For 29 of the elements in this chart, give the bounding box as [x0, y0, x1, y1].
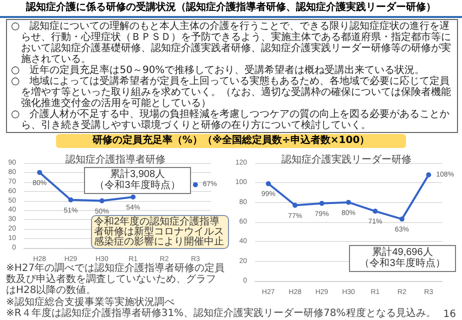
text: ○ 近年の定員充足率は50～90%で推移しており、受講希望者は概ね受講出来ている状況。 [11, 65, 426, 76]
annotation: （令和3年度時点） [94, 179, 180, 191]
point [37, 170, 42, 175]
point [130, 194, 136, 200]
point [99, 198, 104, 204]
point [399, 216, 404, 222]
annotation: 累計49,696人 [372, 246, 433, 258]
point [372, 208, 378, 214]
text: ○ 認知症についての理解のもと本人主体の介護を行うことで、できる限り認知症症状の進行を遅らせ、行動・心理症状（ＢＰＳＤ）を予防できるよう、実施主体である都道府県・指定都市等において認知症介護基礎研修、認知症介護実践者研修、認知症介護実践リーダー研修等の研修が実施されている。 [11, 21, 452, 65]
point [426, 172, 432, 178]
chart-title: 認知症介護指導者研修 [66, 154, 166, 166]
point [68, 197, 74, 202]
point [346, 200, 351, 205]
text: 認知症介護に係る研修の受講状況（認知症介護指導者研修、認知症介護実践リーダー研修） [0, 1, 462, 18]
annotation: 令和2年度の認知症介護指導者研修は新型コロナウイルス感染症の影響により開催中止 [94, 216, 224, 248]
text: ○ 介護人材が不足する中、現場の負担軽減を考慮しつつケアの質の向上を図る必要があることから、引き続き受講しやすい環境づくりと研修の在り方について検討していく。 [11, 109, 451, 131]
point [292, 202, 298, 208]
chart-title: 認知症介護実践リーダー研修 [282, 154, 412, 166]
text: 研修の定員充足率（%）（※全国総定員数÷申込者数×100） [56, 134, 406, 148]
text: ※認知症総合支援事業等実施状況調べ [6, 297, 176, 308]
point [192, 182, 198, 188]
text: 16 [443, 309, 456, 320]
text: ※R４年度は認知症介護指導者研修31%、認知症介護実践リーダー研修78%程度となる見込み。 [6, 308, 436, 319]
text: ○ 地域によっては受講希望者が定員を上回っている実態もあるため、各地域で必要に応じて定員を増やす等といった取り組みを求めていく。（なお、適切な受講枠の確保については保険者機能強化推進交付金の活用を可能としている） [11, 76, 452, 109]
point [266, 181, 271, 186]
annotation: （令和3年度時点） [360, 257, 446, 269]
annotation: 累計3,908人 [110, 168, 166, 180]
text: ※H27年の調べでは認知症介護指導者研修の定員数及び申込者数を調査していないため、グラフはH28以降の数値。 [5, 263, 226, 296]
point [319, 200, 324, 206]
